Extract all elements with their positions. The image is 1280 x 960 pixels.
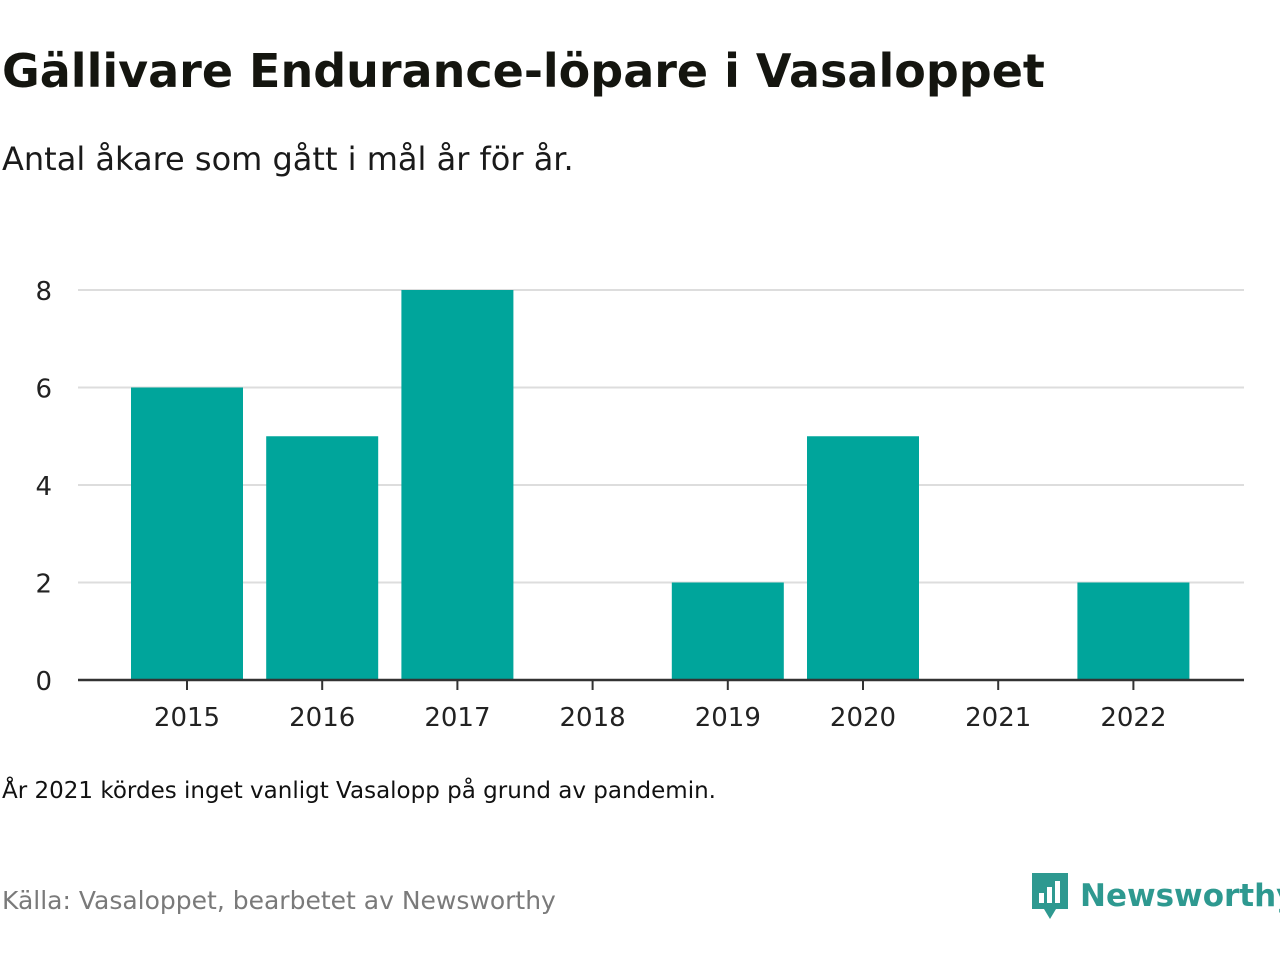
bar-2022	[1077, 582, 1190, 680]
y-tick-label: 0	[35, 667, 52, 697]
bar-2015	[131, 387, 243, 680]
x-tick-label-2015: 2015	[154, 703, 220, 730]
x-tick-label-2019: 2019	[695, 703, 761, 730]
x-tick-label-2018: 2018	[560, 703, 626, 730]
y-tick-label: 4	[35, 472, 52, 502]
x-tick-label-2020: 2020	[830, 703, 896, 730]
chart-note: År 2021 kördes inget vanligt Vasalopp på…	[2, 778, 716, 804]
bar-2019	[671, 582, 784, 680]
x-tick-label-2016: 2016	[289, 703, 355, 730]
newsworthy-logo: Newsworthy	[1030, 870, 1280, 922]
chart-title: Gällivare Endurance-löpare i Vasaloppet	[2, 44, 1045, 98]
axes: 0 2 4 6 8 2015 2016 2017 2018 2019 2020 2021 2022	[35, 277, 1244, 730]
y-tick-label: 8	[35, 277, 52, 307]
y-tick-label: 6	[35, 375, 52, 405]
bars	[131, 290, 1190, 680]
x-tick-label-2017: 2017	[424, 703, 490, 730]
x-tick-label-2021: 2021	[965, 703, 1031, 730]
x-tick-label-2022: 2022	[1100, 703, 1166, 730]
gridlines	[78, 289, 1244, 584]
y-tick-label: 2	[35, 570, 52, 600]
bar-2017	[401, 290, 514, 680]
bar-chart: 0 2 4 6 8 2015 2016 2017 2018 2019 2020 2021 2022	[35, 277, 1244, 730]
newsworthy-chart-bubble-icon	[1032, 873, 1068, 919]
bar-2016	[266, 436, 379, 680]
logo-text: Newsworthy	[1080, 878, 1280, 914]
bar-2020	[807, 436, 919, 680]
chart-source: Källa: Vasaloppet, bearbetet av Newswort…	[2, 886, 556, 915]
chart-subtitle: Antal åkare som gått i mål år för år.	[2, 140, 574, 178]
